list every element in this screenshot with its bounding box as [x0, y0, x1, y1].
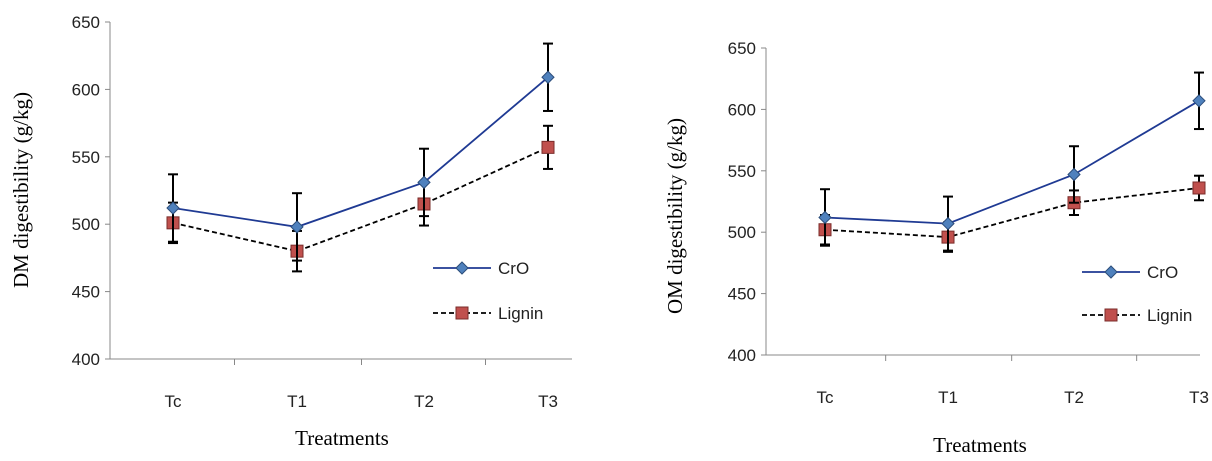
y-axis-title: OM digestibility (g/kg): [663, 118, 687, 314]
data-point: [941, 216, 955, 231]
axes: 400 450 500 550 600 650 Tc T1 T2 T3: [72, 13, 572, 411]
legend-marker: [455, 261, 469, 275]
x-tick-label: T3: [538, 392, 558, 411]
y-tick-label: 450: [728, 285, 756, 304]
y-tick-label: 600: [72, 80, 100, 99]
legend-item-cro: CrO: [1082, 263, 1178, 282]
data-point: [818, 210, 832, 225]
x-tick-label: T1: [287, 392, 307, 411]
x-tick-label: T2: [414, 392, 434, 411]
data-point: [541, 140, 555, 154]
y-tick-label: 500: [728, 223, 756, 242]
legend: CrO Lignin: [1082, 263, 1192, 325]
legend-label: Lignin: [1147, 306, 1192, 325]
legend-label: CrO: [498, 259, 529, 278]
x-tick-label: T1: [938, 388, 958, 407]
series-line: [172, 146, 549, 253]
legend-item-lignin: Lignin: [433, 304, 543, 323]
data-point: [417, 175, 431, 190]
y-tick-label: 500: [72, 215, 100, 234]
x-axis-title: Treatments: [933, 433, 1027, 457]
series-lignin: [818, 174, 1206, 253]
series-line: [824, 187, 1200, 239]
y-tick-label: 650: [72, 13, 100, 32]
axes: 400 450 500 550 600 650 Tc T1 T2 T3: [728, 39, 1209, 407]
legend-item-lignin: Lignin: [1082, 306, 1192, 325]
y-tick-label: 600: [728, 100, 756, 119]
y-tick-label: 450: [72, 283, 100, 302]
x-tick-label: Tc: [817, 388, 835, 407]
data-point: [166, 201, 180, 215]
legend-marker: [455, 306, 469, 320]
data-point: [1192, 181, 1206, 195]
legend: CrO Lignin: [433, 259, 543, 323]
series-line: [172, 76, 549, 228]
data-point: [1192, 94, 1206, 108]
series-lignin: [166, 124, 555, 273]
x-axis-title: Treatments: [295, 426, 389, 450]
data-point: [290, 220, 304, 234]
series-cro: [166, 42, 555, 262]
y-tick-label: 650: [728, 39, 756, 58]
data-point: [541, 70, 555, 84]
series-line: [824, 100, 1200, 225]
legend-label: Lignin: [498, 304, 543, 323]
x-tick-label: Tc: [165, 392, 183, 411]
x-tick-label: T3: [1189, 388, 1209, 407]
legend-marker: [1104, 265, 1118, 279]
y-tick-label: 400: [72, 350, 100, 369]
y-tick-label: 550: [72, 148, 100, 167]
series-cro: [818, 71, 1206, 252]
y-axis-title: DM digestibility (g/kg): [9, 92, 33, 288]
legend-item-cro: CrO: [433, 259, 529, 278]
om-digestibility-chart: 400 450 500 550 600 650 Tc T1 T2 T3 Treatments OM d…: [663, 39, 1209, 457]
y-tick-label: 400: [728, 346, 756, 365]
data-point: [1067, 167, 1081, 182]
x-tick-label: T2: [1064, 388, 1084, 407]
y-tick-label: 550: [728, 162, 756, 181]
legend-marker: [1104, 308, 1118, 322]
legend-label: CrO: [1147, 263, 1178, 282]
dm-digestibility-chart: 400 450 500 550 600 650 Tc T1 T2 T3 Treatments DM d…: [9, 13, 572, 450]
